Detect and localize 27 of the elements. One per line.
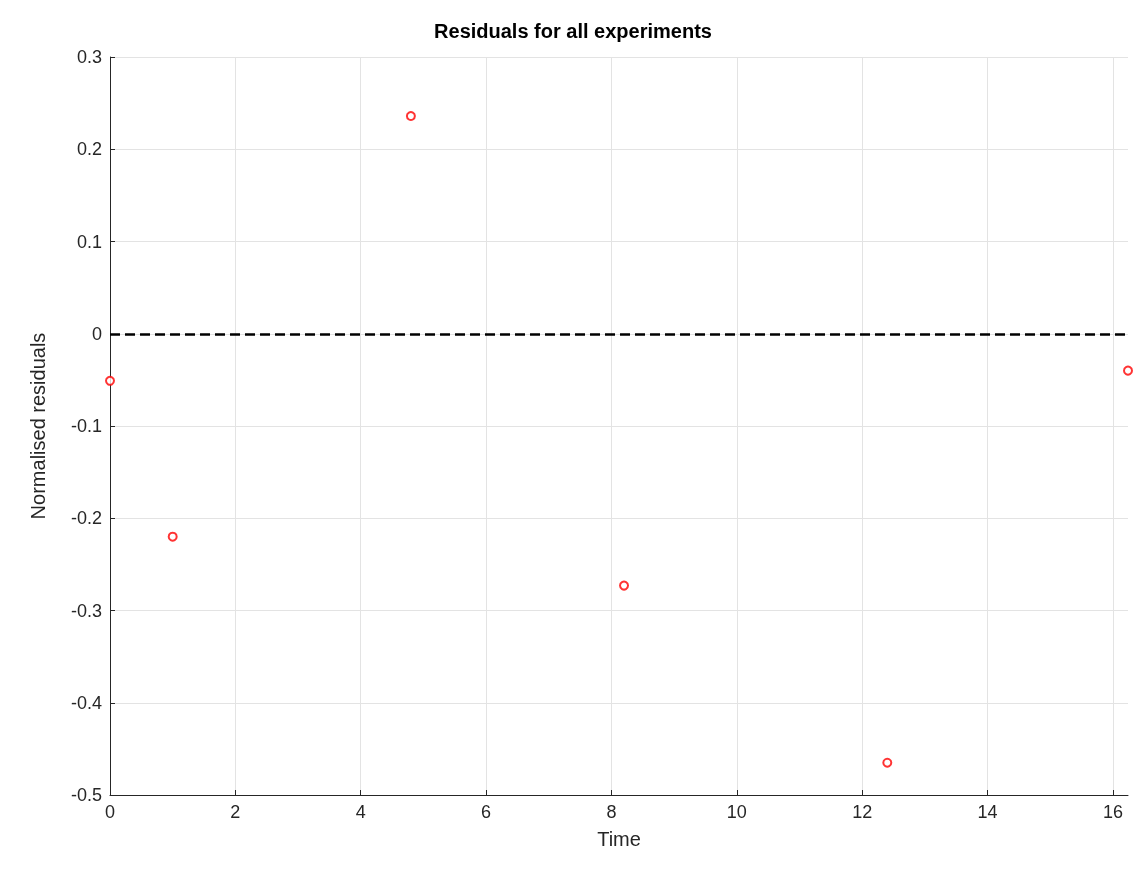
point [882,757,893,768]
x-axis-title: Time [597,828,641,850]
x-tick-label: 10 [726,802,747,822]
x-tick-label: 4 [355,802,366,822]
y-tick-label: 0.2 [76,139,102,160]
x-tick-label: 16 [1102,802,1123,822]
point [619,580,630,591]
chart-title: Residuals for all experiments [434,20,712,42]
y-tick-label: -0.3 [70,600,102,621]
x-tick-label: 6 [481,802,492,822]
y-tick-label: -0.5 [70,785,102,805]
y-tick-label: -0.4 [70,692,102,713]
x-tick-label: 0 [104,802,116,822]
y-tick-label: 0.1 [76,231,102,252]
point [1123,365,1133,376]
y-tick-label: 0.3 [76,47,102,67]
point [105,375,115,386]
x-tick-label: 2 [230,802,241,822]
y-tick-label: -0.1 [70,416,102,436]
point [167,531,178,542]
x-tick-label: 8 [606,802,617,822]
point [405,111,416,122]
y-axis-title: Normalised residuals [27,332,49,520]
x-tick-label: 12 [852,802,873,822]
x-tick-label: 14 [977,802,998,822]
y-tick-label: -0.2 [70,508,102,529]
y-tick-label: 0 [91,323,102,344]
